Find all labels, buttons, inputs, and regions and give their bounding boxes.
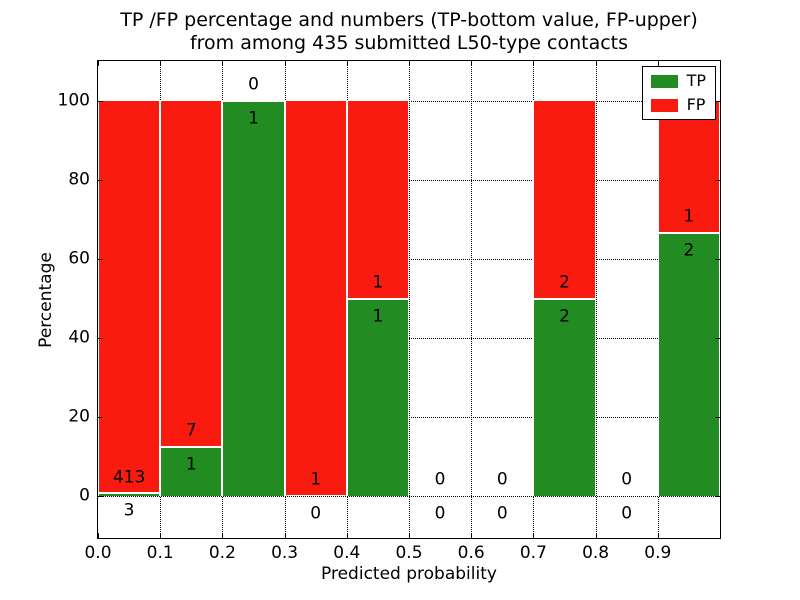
bar-tp-segment <box>160 446 223 497</box>
bar-count-label-fp: 0 <box>496 469 508 490</box>
y-tick-mark <box>715 338 720 340</box>
legend: TP FP <box>641 66 716 120</box>
x-tick-label: 0.1 <box>146 543 174 563</box>
x-tick-mark <box>533 61 535 66</box>
plot-area: TP FP 413 3 7 1 0 1 1 0 1 1 0 0 0 0 2 2 0 0 1 2 0.0 0.1 0.2 0.3 0… <box>58 60 721 562</box>
y-tick-label: 20 <box>68 406 90 427</box>
bar-count-label-tp: 1 <box>372 306 384 327</box>
y-tick-mark <box>715 417 720 419</box>
y-tick-label: 60 <box>68 248 90 269</box>
x-tick-mark <box>284 61 286 66</box>
y-tick-mark <box>98 496 103 498</box>
x-axis-label: Predicted probability <box>321 564 497 584</box>
y-tick-mark <box>98 259 103 261</box>
x-tick-label: 0.0 <box>84 543 112 563</box>
y-tick-mark <box>98 417 103 419</box>
bar-count-label-tp: 2 <box>559 306 570 327</box>
x-tick-mark <box>595 533 597 538</box>
x-tick-label: 0.8 <box>582 543 610 563</box>
x-gridline <box>595 61 597 538</box>
x-tick-mark <box>533 533 535 538</box>
bar-fp-segment <box>657 101 720 233</box>
bar-tp-segment <box>222 101 285 497</box>
x-tick-mark <box>222 533 224 538</box>
bar-fp-segment <box>346 101 409 299</box>
bar-count-label-fp: 0 <box>621 469 633 490</box>
x-tick-label: 0.5 <box>395 543 423 563</box>
x-tick-label: 0.6 <box>457 543 485 563</box>
legend-entry: TP <box>650 71 706 90</box>
x-tick-mark <box>346 61 348 66</box>
y-axis-label: Percentage <box>36 252 56 348</box>
y-tick-label: 0 <box>79 485 90 506</box>
bar-tp-segment <box>533 298 596 497</box>
fp-swatch <box>650 98 678 112</box>
x-tick-label: 0.7 <box>519 543 547 563</box>
chart-title-line1: TP /FP percentage and numbers (TP-bottom… <box>120 9 698 31</box>
bar-count-label-fp: 7 <box>185 420 197 441</box>
bar-count-label-tp: 3 <box>123 500 135 521</box>
x-tick-mark <box>471 61 473 66</box>
bar-count-label-fp: 1 <box>310 469 322 490</box>
y-tick-mark <box>715 180 720 182</box>
bar-fp-segment <box>160 101 223 447</box>
x-tick-label: 0.4 <box>333 543 361 563</box>
bar-count-label-fp: 0 <box>434 469 446 490</box>
bar-count-label-fp: 1 <box>683 206 695 227</box>
bar-count-label-tp: 0 <box>310 503 322 524</box>
y-tick-mark <box>715 101 720 103</box>
legend-entry: FP <box>650 95 706 114</box>
x-tick-mark <box>98 533 99 538</box>
bar-count-label-tp: 1 <box>185 454 197 475</box>
bar-tp-segment <box>98 493 161 497</box>
bar-fp-segment <box>98 101 161 494</box>
y-tick-mark <box>98 180 103 182</box>
y-tick-label: 40 <box>68 327 90 348</box>
x-tick-label: 0.2 <box>208 543 236 563</box>
x-tick-mark <box>657 533 659 538</box>
bar-count-label-fp: 0 <box>248 74 259 95</box>
x-gridline <box>471 61 473 538</box>
x-tick-mark <box>284 533 286 538</box>
chart-title: TP /FP percentage and numbers (TP-bottom… <box>97 9 721 55</box>
x-tick-mark <box>98 61 99 66</box>
bar-count-label-tp: 1 <box>248 108 259 129</box>
bar-count-label-tp: 0 <box>434 503 446 524</box>
y-tick-mark <box>98 338 103 340</box>
bar-count-label-fp: 413 <box>112 467 146 487</box>
x-tick-mark <box>657 61 659 66</box>
y-tick-mark <box>98 101 103 103</box>
bar-count-label-tp: 2 <box>683 240 695 261</box>
x-tick-mark <box>471 533 473 538</box>
bar-fp-segment <box>533 101 596 299</box>
chart-title-line2: from among 435 submitted L50-type contac… <box>189 32 629 54</box>
x-tick-mark <box>222 61 224 66</box>
x-tick-label: 0.3 <box>271 543 299 563</box>
y-tick-label: 80 <box>68 169 90 190</box>
bar-tp-segment <box>657 232 720 497</box>
y-tick-label: 100 <box>57 90 90 111</box>
bar-count-label-fp: 2 <box>559 272 570 293</box>
y-tick-mark <box>715 496 720 498</box>
x-tick-mark <box>346 533 348 538</box>
legend-entry-label: FP <box>686 95 706 114</box>
x-tick-mark <box>160 61 162 66</box>
bar-count-label-tp: 0 <box>496 503 508 524</box>
bar-tp-segment <box>346 298 409 497</box>
x-tick-mark <box>160 533 162 538</box>
x-tick-label: 0.9 <box>644 543 672 563</box>
bar-count-label-tp: 0 <box>621 503 633 524</box>
bar-count-label-fp: 1 <box>372 272 384 293</box>
legend-entry-label: TP <box>686 71 706 90</box>
y-tick-mark <box>715 259 720 261</box>
tp-swatch <box>650 74 678 88</box>
x-gridline <box>409 61 410 538</box>
bar-fp-segment <box>284 101 347 497</box>
x-tick-mark <box>595 61 597 66</box>
x-tick-mark <box>409 61 410 66</box>
x-tick-mark <box>409 533 410 538</box>
